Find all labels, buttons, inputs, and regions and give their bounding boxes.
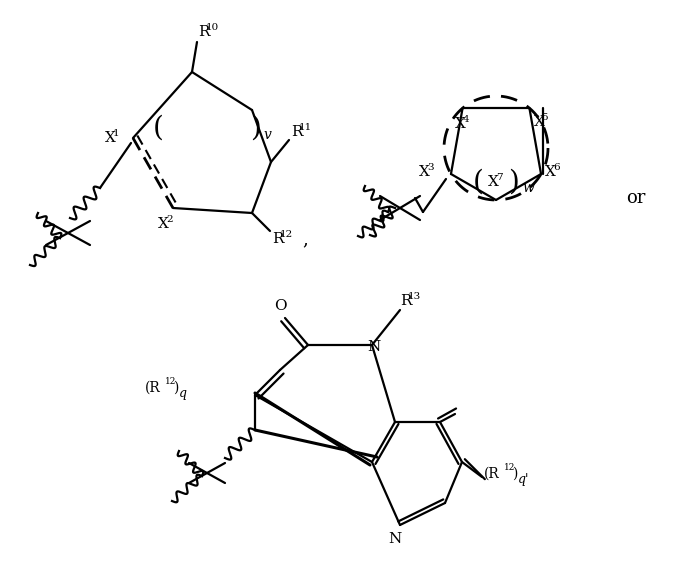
Text: (: ( (153, 115, 164, 141)
Text: 4: 4 (462, 115, 469, 124)
Text: R: R (198, 25, 209, 39)
Text: R: R (272, 232, 283, 246)
Text: ): ) (509, 168, 520, 195)
Text: v: v (263, 128, 271, 142)
Text: 11: 11 (299, 123, 312, 132)
Text: X: X (488, 175, 499, 189)
Text: w: w (522, 181, 534, 195)
Text: 12: 12 (504, 463, 516, 472)
Text: 5: 5 (541, 114, 548, 123)
Text: 10: 10 (206, 23, 219, 32)
Text: X: X (545, 165, 556, 179)
Text: 12: 12 (280, 231, 293, 240)
Text: X: X (454, 117, 466, 131)
Text: X: X (534, 115, 544, 129)
Text: (: ( (472, 168, 483, 195)
Text: ): ) (173, 381, 178, 395)
Text: N: N (367, 340, 381, 354)
Text: or: or (626, 189, 645, 207)
Text: q': q' (518, 473, 530, 486)
Text: (R: (R (145, 381, 161, 395)
Text: 12: 12 (165, 377, 176, 386)
Text: X: X (158, 217, 169, 231)
Text: ): ) (512, 467, 518, 481)
Text: (R: (R (484, 467, 500, 481)
Text: 3: 3 (427, 163, 433, 172)
Text: ): ) (250, 115, 260, 141)
Text: 6: 6 (553, 163, 559, 172)
Text: 2: 2 (166, 215, 172, 224)
Text: O: O (274, 299, 286, 313)
Text: 13: 13 (408, 292, 421, 301)
Text: R: R (400, 294, 411, 308)
Text: X: X (419, 165, 430, 179)
Text: X: X (105, 131, 116, 145)
Text: q: q (179, 388, 187, 401)
Text: 7: 7 (496, 173, 503, 182)
Text: N: N (388, 532, 402, 546)
Text: 1: 1 (113, 129, 120, 138)
Text: ,: , (302, 230, 308, 248)
Text: R: R (291, 125, 302, 139)
